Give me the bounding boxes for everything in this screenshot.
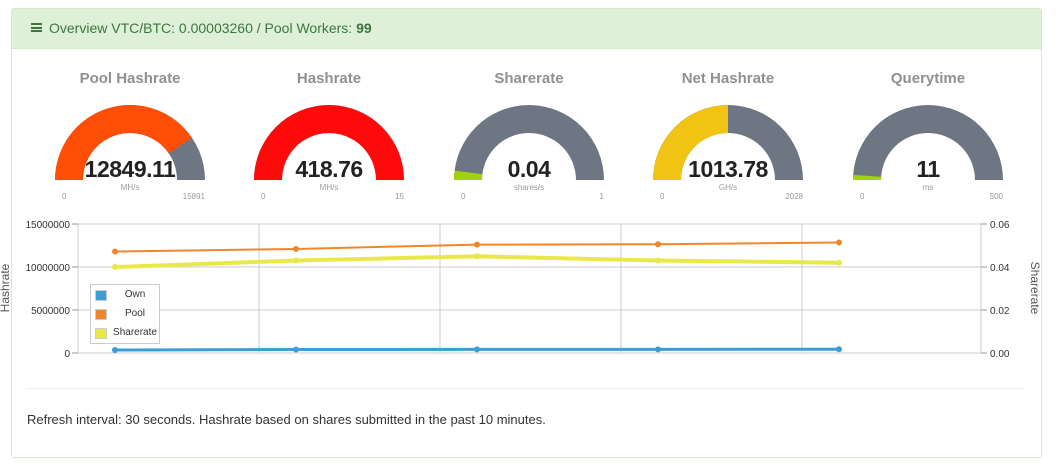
ytick-label: 15000000 bbox=[26, 220, 71, 231]
y2tick-label: 0.06 bbox=[990, 220, 1010, 231]
gauge-max: 1 bbox=[599, 192, 604, 201]
y2-axis-label: Sharerate bbox=[1028, 262, 1042, 315]
hashrate-chart: 0 5000000 10000000 15000000 0.00 0.02 0.04 0.06… bbox=[0, 220, 1042, 360]
gauge-dial bbox=[653, 105, 803, 180]
data-point-pool bbox=[112, 248, 118, 255]
gauge-max: 15 bbox=[395, 192, 404, 201]
gauge-title: Hashrate bbox=[296, 70, 362, 87]
chart-legend: Own Pool Sharerate bbox=[90, 284, 160, 344]
data-point-pool bbox=[293, 245, 299, 252]
data-point-sharerate bbox=[474, 253, 480, 260]
gauge-fill bbox=[55, 105, 192, 180]
gauge-querytime: Querytime 11 ms 0 500 bbox=[843, 70, 1013, 205]
data-point-sharerate bbox=[655, 257, 661, 264]
data-point-own bbox=[836, 346, 842, 353]
data-point-pool bbox=[836, 239, 842, 246]
gauge-unit: ms bbox=[922, 183, 934, 192]
panel-title: Overview VTC/BTC: 0.00003260 / Pool Work… bbox=[49, 20, 372, 36]
gauge-unit: MH/s bbox=[319, 183, 339, 192]
refresh-note: Refresh interval: 30 seconds. Hashrate b… bbox=[27, 412, 546, 427]
gauge-min: 0 bbox=[461, 192, 466, 201]
gauge-fill bbox=[254, 105, 404, 180]
gauge-fill bbox=[454, 170, 483, 180]
ytick-label: 5000000 bbox=[31, 306, 70, 317]
legend-label: Pool bbox=[124, 308, 145, 319]
data-point-own bbox=[655, 346, 661, 353]
gauge-hashrate: Hashrate 418.76 MH/s 0 15 bbox=[244, 70, 414, 205]
gauge-min: 0 bbox=[660, 192, 665, 201]
gauge-max: 500 bbox=[989, 192, 1003, 201]
gauge-dial bbox=[254, 105, 404, 180]
gauge-pool-hashrate: Pool Hashrate 12849.11 MH/s 0 15891 bbox=[45, 70, 215, 205]
hamburger-icon[interactable] bbox=[31, 23, 42, 32]
gauge-dial bbox=[55, 105, 205, 180]
divider bbox=[27, 388, 1025, 389]
data-point-sharerate bbox=[293, 257, 299, 264]
gauge-fill bbox=[853, 174, 882, 180]
panel-heading: Overview VTC/BTC: 0.00003260 / Pool Work… bbox=[12, 9, 1041, 49]
data-point-pool bbox=[655, 241, 661, 248]
y-axis-label: Hashrate bbox=[0, 263, 12, 312]
legend-swatch bbox=[95, 290, 107, 301]
data-point-sharerate bbox=[112, 264, 118, 270]
gauge-unit: shares/s bbox=[513, 183, 545, 192]
legend-swatch bbox=[95, 328, 107, 339]
gauge-min: 0 bbox=[261, 192, 266, 201]
gauge-title: Net Hashrate bbox=[681, 70, 775, 87]
gauge-title: Querytime bbox=[890, 70, 966, 87]
gauge-value: 418.76 bbox=[295, 156, 363, 182]
gauge-min: 0 bbox=[62, 192, 67, 201]
data-point-pool bbox=[474, 241, 480, 248]
gauge-max: 15891 bbox=[182, 192, 205, 201]
gauge-sharerate: Sharerate 0.04 shares/s 0 1 bbox=[444, 70, 614, 205]
plot-area bbox=[77, 223, 982, 354]
gauge-value: 11 bbox=[916, 156, 940, 182]
gauge-value: 12849.11 bbox=[84, 156, 176, 182]
legend-swatch bbox=[95, 309, 107, 320]
gauge-unit: GH/s bbox=[718, 183, 738, 192]
gauge-dial bbox=[853, 105, 1003, 180]
gauge-value: 1013.78 bbox=[688, 156, 768, 182]
y2tick-label: 0.02 bbox=[990, 306, 1010, 317]
data-point-own bbox=[474, 346, 480, 353]
legend-label: Own bbox=[124, 289, 146, 300]
gauge-track bbox=[853, 105, 1003, 180]
y2tick-label: 0.00 bbox=[990, 349, 1010, 360]
gauge-min: 0 bbox=[860, 192, 865, 201]
gauge-value: 0.04 bbox=[507, 156, 551, 182]
gauge-unit: MH/s bbox=[120, 183, 140, 192]
gauge-dial bbox=[454, 105, 604, 180]
gauge-fill bbox=[653, 105, 728, 180]
legend-label: Sharerate bbox=[113, 327, 157, 338]
title-prefix: Overview VTC/BTC: 0.00003260 / Pool Work… bbox=[49, 20, 357, 36]
y2tick-label: 0.04 bbox=[990, 263, 1010, 274]
data-point-own bbox=[112, 346, 118, 353]
data-point-sharerate bbox=[836, 259, 842, 266]
gauge-net-hashrate: Net Hashrate 1013.78 GH/s 0 2028 bbox=[643, 70, 813, 205]
gauge-title: Pool Hashrate bbox=[79, 70, 181, 87]
ytick-label: 10000000 bbox=[26, 263, 71, 274]
ytick-label: 0 bbox=[64, 349, 70, 360]
data-point-own bbox=[293, 346, 299, 353]
pool-workers-count: 99 bbox=[356, 20, 372, 36]
gauge-max: 2028 bbox=[785, 192, 803, 201]
gauge-track bbox=[454, 105, 604, 180]
gauge-title: Sharerate bbox=[494, 70, 564, 87]
